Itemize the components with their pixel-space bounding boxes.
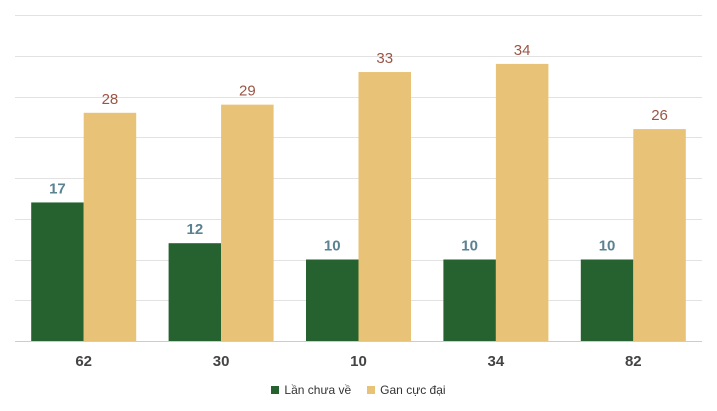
category-label: 30 <box>213 353 230 370</box>
bar-series-2-34[interactable] <box>495 63 549 342</box>
bar-series-1-10[interactable] <box>306 259 359 342</box>
value-label: 10 <box>324 238 341 255</box>
bar-series-2-82[interactable] <box>633 129 686 341</box>
category-label: 10 <box>350 353 367 370</box>
value-label: 26 <box>651 107 668 124</box>
bar-series-1-82[interactable] <box>580 259 634 342</box>
category-label: 82 <box>625 353 642 370</box>
value-label: 34 <box>514 42 531 59</box>
value-label: 28 <box>102 91 119 108</box>
legend-item-series-1[interactable]: Lần chưa về <box>271 383 351 397</box>
value-labels: 17 28 12 29 10 33 10 34 10 26 <box>49 42 668 255</box>
bar-series-1-62[interactable] <box>31 202 84 341</box>
bar-series-1-30[interactable] <box>168 243 222 341</box>
value-label: 17 <box>49 180 66 197</box>
legend-label: Lần chưa về <box>284 383 352 397</box>
bars <box>31 63 686 342</box>
bar-series-2-30[interactable] <box>221 104 274 342</box>
bar-series-2-10[interactable] <box>358 72 412 342</box>
value-label: 10 <box>461 238 478 255</box>
category-label: 34 <box>488 353 505 370</box>
value-label: 33 <box>376 50 393 67</box>
value-label: 10 <box>599 238 616 255</box>
category-labels: 62 30 10 34 82 <box>75 353 641 370</box>
legend-label: Gan cực đại <box>380 383 446 397</box>
legend-swatch <box>367 386 376 394</box>
category-label: 62 <box>75 353 92 370</box>
legend-item-series-2[interactable]: Gan cực đại <box>367 383 446 397</box>
legend: Lần chưa về Gan cực đại <box>0 383 717 397</box>
value-label: 12 <box>187 221 204 238</box>
value-label: 29 <box>239 83 256 100</box>
legend-swatch <box>271 386 280 394</box>
bar-series-2-62[interactable] <box>83 112 137 341</box>
bar-series-1-34[interactable] <box>443 259 496 342</box>
